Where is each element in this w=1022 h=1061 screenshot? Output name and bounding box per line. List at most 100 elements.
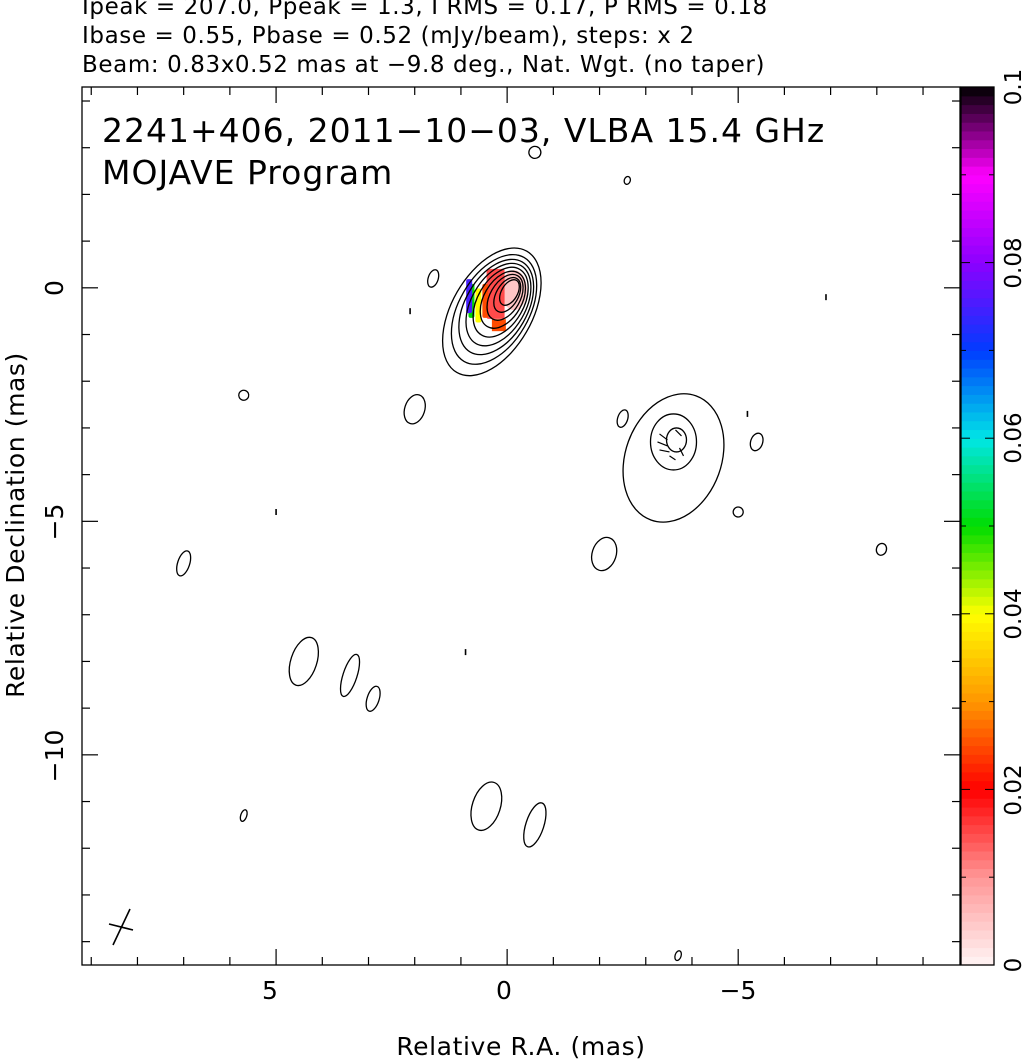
contour-island	[523, 802, 547, 848]
contour-island	[403, 393, 426, 425]
colorbar-band	[961, 332, 994, 343]
colorbar-band	[961, 95, 994, 106]
colorbar-band	[961, 596, 994, 606]
colorbar-band	[961, 183, 994, 193]
colorbar-tick-label: 0	[1001, 958, 1022, 973]
colorbar-band	[961, 903, 994, 913]
plot-frame	[81, 86, 961, 966]
chart-title: 2241+406, 2011−10−03, VLBA 15.4 GHz	[102, 111, 825, 150]
colorbar-band	[961, 324, 994, 334]
colorbar-band	[961, 403, 994, 413]
colorbar-band	[961, 929, 994, 940]
contour-level	[450, 253, 538, 365]
polarization-vector	[678, 447, 685, 457]
colorbar-band	[961, 947, 994, 957]
colorbar-band	[961, 605, 994, 615]
contour-island	[288, 636, 320, 687]
header-line-3: Beam: 0.83x0.52 mas at −9.8 deg., Nat. W…	[82, 52, 766, 78]
colorbar-band	[961, 394, 994, 404]
colorbar-band	[961, 455, 994, 466]
colorbar-band	[961, 798, 994, 808]
polarization-vector	[659, 433, 668, 441]
colorbar-band	[961, 288, 994, 299]
colorbar-band	[961, 359, 994, 369]
colorbar-band	[961, 438, 994, 448]
colorbar-band	[961, 464, 994, 474]
polarization-vector	[669, 455, 676, 461]
colorbar-band	[961, 271, 994, 281]
colorbar-band	[961, 842, 994, 852]
y-tick-label: −10	[40, 730, 69, 783]
header-line-2: Ibase = 0.55, Pbase = 0.52 (mJy/beam), s…	[82, 23, 695, 49]
colorbar: 0 0.02 0.04 0.06 0.08 0.1	[960, 69, 1022, 973]
colorbar-band	[961, 552, 994, 562]
contour-level	[472, 266, 529, 338]
colorbar-band	[961, 692, 994, 703]
polarization-vector	[657, 441, 668, 447]
colorbar-band	[961, 166, 994, 176]
y-tick-label: 0	[40, 280, 69, 296]
colorbar-band	[961, 587, 994, 597]
colorbar-band	[961, 122, 994, 132]
colorbar-band	[961, 227, 994, 237]
contour-island	[427, 269, 440, 288]
colorbar-band	[961, 666, 994, 676]
colorbar-band	[961, 517, 994, 527]
colorbar-band	[961, 938, 994, 949]
colorbar-band	[961, 157, 994, 167]
contour-level	[622, 393, 725, 523]
x-tick-label: 0	[496, 976, 512, 1005]
contour-level	[486, 273, 524, 321]
colorbar-band	[961, 130, 994, 141]
colorbar-band	[961, 526, 994, 536]
colorbar-band	[961, 306, 994, 316]
colorbar-band	[961, 174, 994, 185]
colorbar-band	[961, 534, 994, 545]
colorbar-band	[961, 631, 994, 641]
colorbar-band	[961, 815, 994, 826]
contour-level	[498, 279, 520, 306]
contour-island	[239, 809, 248, 822]
colorbar-band	[961, 473, 994, 483]
colorbar-band	[961, 657, 994, 668]
colorbar-tick-label: 0.08	[1001, 237, 1022, 288]
contour-level	[493, 276, 522, 313]
colorbar-band	[961, 376, 994, 387]
colorbar-band	[961, 446, 994, 457]
colorbar-band	[961, 482, 994, 492]
colorbar-band	[961, 218, 994, 229]
colorbar-band	[961, 561, 994, 571]
colorbar-band	[961, 499, 994, 510]
x-tick-label: −5	[720, 976, 757, 1005]
colorbar-band	[961, 648, 994, 659]
colorbar-band	[961, 429, 994, 439]
contour-level	[479, 270, 527, 329]
colorbar-band	[961, 684, 994, 694]
colorbar-band	[961, 675, 994, 685]
contour-island	[616, 409, 629, 428]
colorbar-band	[961, 578, 994, 589]
contour-island	[674, 950, 683, 962]
colorbar-band	[961, 850, 994, 861]
colorbar-band	[961, 806, 994, 817]
colorbar-band	[961, 350, 994, 360]
colorbar-band	[961, 209, 994, 220]
colorbar-band	[961, 956, 994, 966]
intensity-contours	[176, 145, 888, 962]
colorbar-band	[961, 341, 994, 351]
colorbar-band	[961, 771, 994, 782]
colorbar-tick-label: 0.02	[1001, 764, 1022, 815]
colorbar-band	[961, 780, 994, 790]
x-axis-label: Relative R.A. (mas)	[396, 1032, 645, 1061]
contour-island	[470, 781, 503, 832]
colorbar-band	[961, 701, 994, 711]
colorbar-band	[961, 411, 994, 422]
polarization-region	[466, 279, 473, 314]
colorbar-tick-label: 0.1	[1001, 69, 1022, 106]
contour-island	[875, 542, 888, 556]
contour-island	[749, 432, 764, 452]
colorbar-band	[961, 894, 994, 905]
contour-level	[465, 262, 532, 347]
beam-marker	[108, 908, 134, 946]
